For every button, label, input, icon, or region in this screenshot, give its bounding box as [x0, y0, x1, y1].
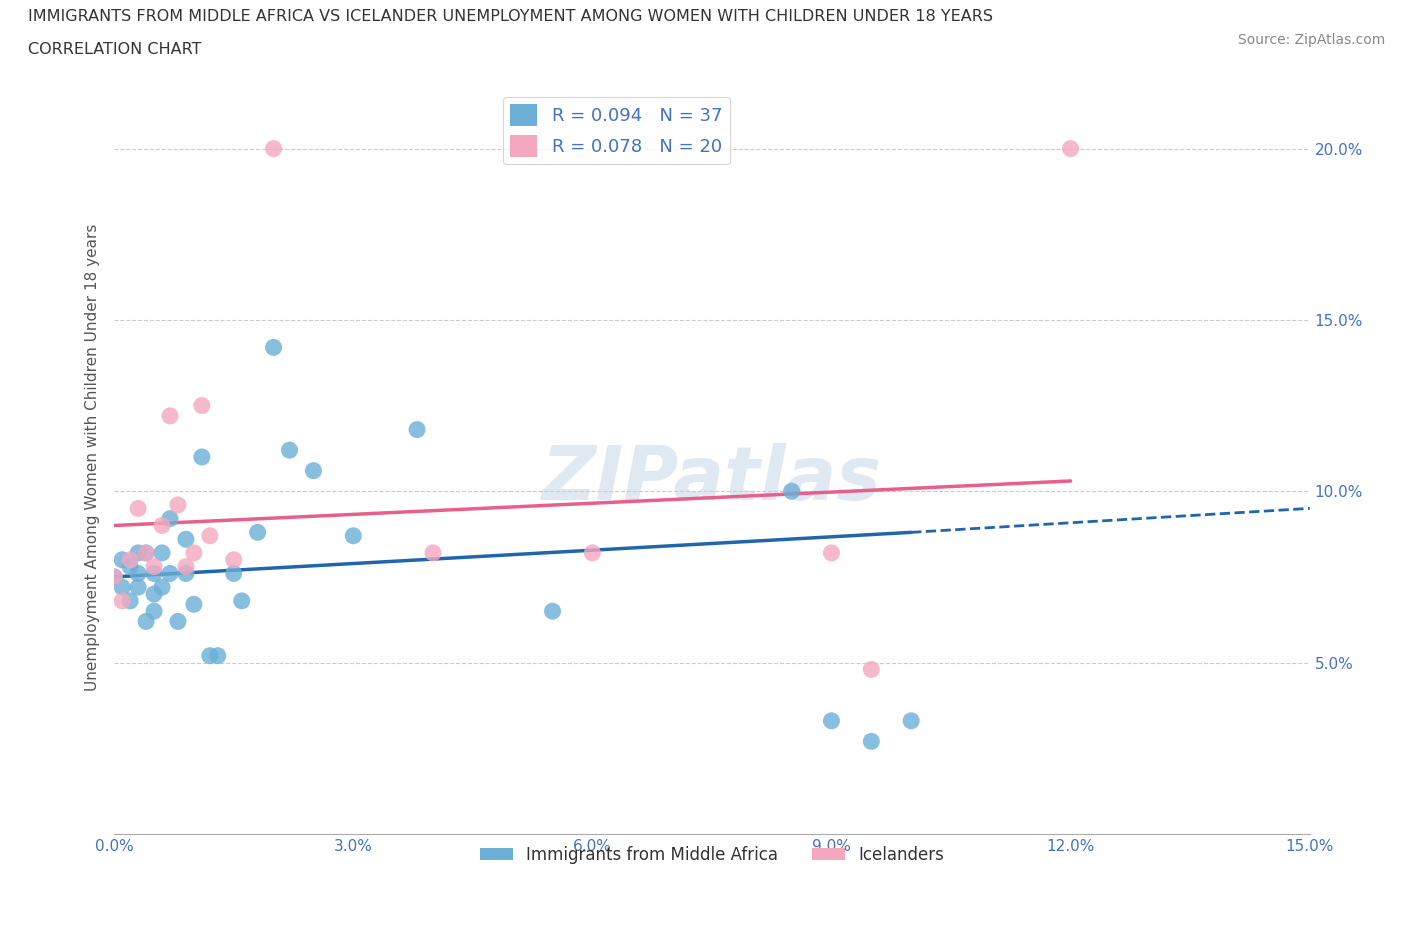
Point	[231, 593, 253, 608]
Text: Source: ZipAtlas.com: Source: ZipAtlas.com	[1237, 33, 1385, 46]
Point	[120, 552, 142, 567]
Point	[167, 614, 190, 629]
Point	[143, 566, 166, 581]
Point	[183, 597, 205, 612]
Point	[342, 528, 364, 543]
Point	[103, 569, 125, 584]
Point	[198, 648, 221, 663]
Point	[111, 552, 134, 567]
Point	[191, 398, 214, 413]
Point	[191, 449, 214, 464]
Point	[127, 546, 149, 561]
Point	[406, 422, 429, 437]
Point	[159, 408, 181, 423]
Point	[111, 579, 134, 594]
Point	[159, 512, 181, 526]
Text: IMMIGRANTS FROM MIDDLE AFRICA VS ICELANDER UNEMPLOYMENT AMONG WOMEN WITH CHILDRE: IMMIGRANTS FROM MIDDLE AFRICA VS ICELAND…	[28, 9, 993, 24]
Text: ZIPatlas: ZIPatlas	[541, 443, 882, 516]
Point	[302, 463, 325, 478]
Point	[135, 546, 157, 561]
Point	[263, 141, 285, 156]
Point	[222, 566, 245, 581]
Point	[1059, 141, 1081, 156]
Point	[120, 593, 142, 608]
Point	[135, 614, 157, 629]
Point	[900, 713, 922, 728]
Text: CORRELATION CHART: CORRELATION CHART	[28, 42, 201, 57]
Point	[143, 587, 166, 602]
Point	[860, 662, 883, 677]
Point	[127, 501, 149, 516]
Point	[174, 566, 197, 581]
Point	[581, 546, 603, 561]
Point	[143, 604, 166, 618]
Point	[820, 546, 842, 561]
Point	[150, 546, 173, 561]
Point	[820, 713, 842, 728]
Point	[120, 559, 142, 574]
Point	[198, 528, 221, 543]
Point	[103, 569, 125, 584]
Point	[159, 566, 181, 581]
Point	[127, 566, 149, 581]
Point	[263, 339, 285, 354]
Point	[246, 525, 269, 539]
Point	[207, 648, 229, 663]
Point	[135, 546, 157, 561]
Point	[860, 734, 883, 749]
Point	[422, 546, 444, 561]
Point	[278, 443, 301, 458]
Point	[541, 604, 564, 618]
Y-axis label: Unemployment Among Women with Children Under 18 years: Unemployment Among Women with Children U…	[86, 223, 100, 691]
Point	[150, 579, 173, 594]
Point	[111, 593, 134, 608]
Point	[167, 498, 190, 512]
Point	[174, 559, 197, 574]
Point	[127, 579, 149, 594]
Point	[174, 532, 197, 547]
Legend: Immigrants from Middle Africa, Icelanders: Immigrants from Middle Africa, Icelander…	[472, 840, 950, 870]
Point	[143, 559, 166, 574]
Point	[183, 546, 205, 561]
Point	[222, 552, 245, 567]
Point	[780, 484, 803, 498]
Point	[150, 518, 173, 533]
